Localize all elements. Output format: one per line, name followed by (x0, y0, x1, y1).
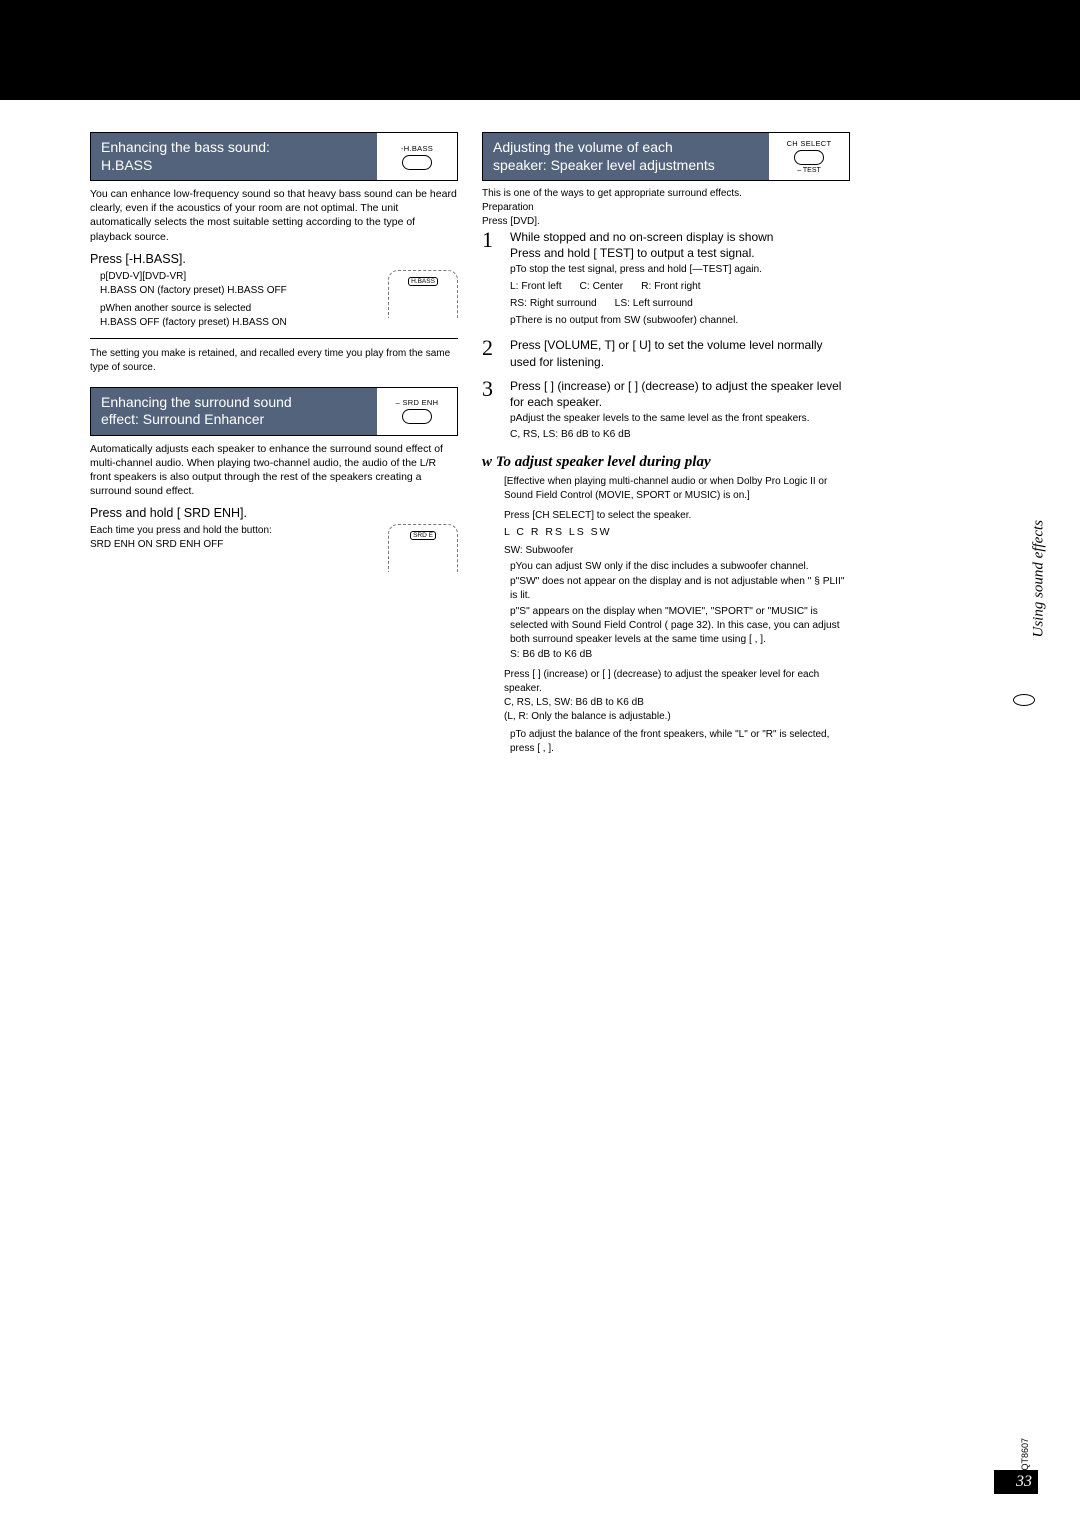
hbass-details-text: p[DVD-V][DVD-VR] H.BASS ON (factory pres… (90, 270, 380, 330)
page-content: Enhancing the bass sound: H.BASS -H.BASS… (90, 132, 850, 756)
srd-details-row: Each time you press and hold the button:… (90, 524, 458, 572)
srd-intro: Automatically adjusts each speaker to en… (90, 442, 458, 499)
prep-label: Preparation (482, 201, 850, 215)
step-1-sub1: pTo stop the test signal, press and hold… (510, 263, 850, 277)
srd-title-line1: Enhancing the surround sound (101, 394, 292, 410)
srd-sub-line-a: Each time you press and hold the button: (90, 524, 380, 538)
during-range-all: C, RS, LS, SW: B6 dB to K6 dB (504, 696, 850, 710)
divider (90, 338, 458, 339)
step-1-main: While stopped and no on-screen display i… (510, 230, 773, 244)
hbass-title-line1: Enhancing the bass sound: (101, 139, 270, 155)
hbass-title-line2: H.BASS (101, 157, 152, 173)
channel-sequence: L C R RS LS SW (504, 526, 850, 538)
ch-rs: RS: Right surround (510, 297, 597, 311)
during-balance: pTo adjust the balance of the front spea… (510, 728, 850, 756)
step-content: While stopped and no on-screen display i… (510, 229, 850, 329)
during-line1: Press [CH SELECT] to select the speaker. (504, 509, 850, 523)
step-3: 3 Press [ ] (increase) or [ ] (decrease)… (482, 378, 850, 444)
step-3-subs: pAdjust the speaker levels to the same l… (510, 412, 850, 442)
speaker-level-title-line1: Adjusting the volume of each (493, 139, 673, 155)
during-note-1: pYou can adjust SW only if the disc incl… (510, 560, 850, 574)
ch-l: L: Front left (510, 280, 562, 294)
hbass-sub-line-b: H.BASS OFF (factory preset) H.BASS ON (100, 316, 380, 330)
step-number: 1 (482, 229, 500, 329)
speaker-level-title: Adjusting the volume of each speaker: Sp… (483, 133, 769, 180)
speaker-level-title-line2: speaker: Speaker level adjustments (493, 157, 715, 173)
during-play-heading: w To adjust speaker level during play (482, 454, 850, 471)
ch-r: R: Front right (641, 280, 700, 294)
page-number: 33 (994, 1470, 1038, 1494)
srd-button-label: – SRD ENH (396, 398, 439, 407)
srd-details-text: Each time you press and hold the button:… (90, 524, 380, 552)
srd-header: Enhancing the surround sound effect: Sur… (90, 387, 458, 436)
during-lr-note: (L, R: Only the balance is adjustable.) (504, 710, 850, 724)
speaker-icon (1013, 694, 1035, 706)
remote-button-icon (402, 155, 432, 170)
srd-sub-line-b: SRD ENH ON SRD ENH OFF (90, 538, 380, 552)
sw-label: SW: Subwoofer (504, 544, 850, 558)
step-2-main: Press [VOLUME, T] or [ U] to set the vol… (510, 337, 850, 369)
remote-button-icon (794, 150, 824, 165)
step-content: Press [ ] (increase) or [ ] (decrease) t… (510, 378, 850, 444)
step-3-sub2: C, RS, LS: B6 dB to K6 dB (510, 428, 850, 442)
chselect-label-top: CH SELECT (787, 139, 832, 148)
during-notes: pYou can adjust SW only if the disc incl… (510, 560, 850, 662)
hbass-sub-label-a: p[DVD-V][DVD-VR] (100, 270, 380, 284)
speaker-level-intro: This is one of the ways to get appropria… (482, 187, 850, 201)
chselect-label-bottom: – TEST (797, 167, 821, 174)
side-icon (1010, 688, 1038, 712)
step-3-main: Press [ ] (increase) or [ ] (decrease) t… (510, 379, 841, 409)
remote-button-icon (402, 409, 432, 424)
channel-list-row2: RS: Right surround LS: Left surround (510, 297, 850, 311)
srd-button-illustration: – SRD ENH (377, 394, 457, 428)
side-tab-label: Using sound effects (1030, 520, 1047, 638)
right-column: Adjusting the volume of each speaker: Sp… (482, 132, 850, 756)
step-2: 2 Press [VOLUME, T] or [ U] to set the v… (482, 337, 850, 369)
top-black-band (0, 0, 1080, 100)
channel-list-row1: L: Front left C: Center R: Front right (510, 280, 850, 294)
ch-c: C: Center (580, 280, 624, 294)
hbass-header: Enhancing the bass sound: H.BASS -H.BASS (90, 132, 458, 181)
speaker-level-header: Adjusting the volume of each speaker: Sp… (482, 132, 850, 181)
during-range-s: S: B6 dB to K6 dB (510, 648, 850, 662)
srd-remote-drawing: SRD E (388, 524, 458, 572)
hbass-sub-line-a: H.BASS ON (factory preset) H.BASS OFF (100, 284, 380, 298)
srd-press: Press and hold [ SRD ENH]. (90, 506, 458, 520)
step-number: 2 (482, 337, 500, 369)
hbass-button-label: -H.BASS (401, 144, 433, 153)
ch-ls: LS: Left surround (615, 297, 693, 311)
hbass-details-row: p[DVD-V][DVD-VR] H.BASS ON (factory pres… (90, 270, 458, 330)
hbass-drawing-label: H.BASS (408, 277, 438, 286)
step-1-sub2: pThere is no output from SW (subwoofer) … (510, 314, 850, 328)
hbass-remote-drawing: H.BASS (388, 270, 458, 318)
chselect-button-illustration: CH SELECT – TEST (769, 135, 849, 178)
srd-title: Enhancing the surround sound effect: Sur… (91, 388, 377, 435)
step-1: 1 While stopped and no on-screen display… (482, 229, 850, 329)
during-line2: Press [ ] (increase) or [ ] (decrease) t… (504, 668, 850, 696)
srd-drawing-label: SRD E (410, 531, 436, 540)
step-3-sub1: pAdjust the speaker levels to the same l… (510, 412, 850, 426)
hbass-press: Press [-H.BASS]. (90, 252, 458, 266)
step-number: 3 (482, 378, 500, 444)
srd-title-line2: effect: Surround Enhancer (101, 411, 264, 427)
hbass-title: Enhancing the bass sound: H.BASS (91, 133, 377, 180)
step-1-subs: pTo stop the test signal, press and hold… (510, 263, 850, 327)
left-column: Enhancing the bass sound: H.BASS -H.BASS… (90, 132, 458, 756)
during-play-body: [Effective when playing multi-channel au… (504, 475, 850, 756)
hbass-button-illustration: -H.BASS (377, 140, 457, 174)
during-cond: [Effective when playing multi-channel au… (504, 475, 850, 503)
hbass-sub-label-b: pWhen another source is selected (100, 302, 380, 316)
hbass-intro: You can enhance low-frequency sound so t… (90, 187, 458, 244)
during-note-3: p"S" appears on the display when "MOVIE"… (510, 605, 850, 646)
hbass-note: The setting you make is retained, and re… (90, 347, 458, 375)
step-1-main2: Press and hold [ TEST] to output a test … (510, 246, 755, 260)
during-note-2: p"SW" does not appear on the display and… (510, 575, 850, 603)
prep-line: Press [DVD]. (482, 215, 850, 229)
